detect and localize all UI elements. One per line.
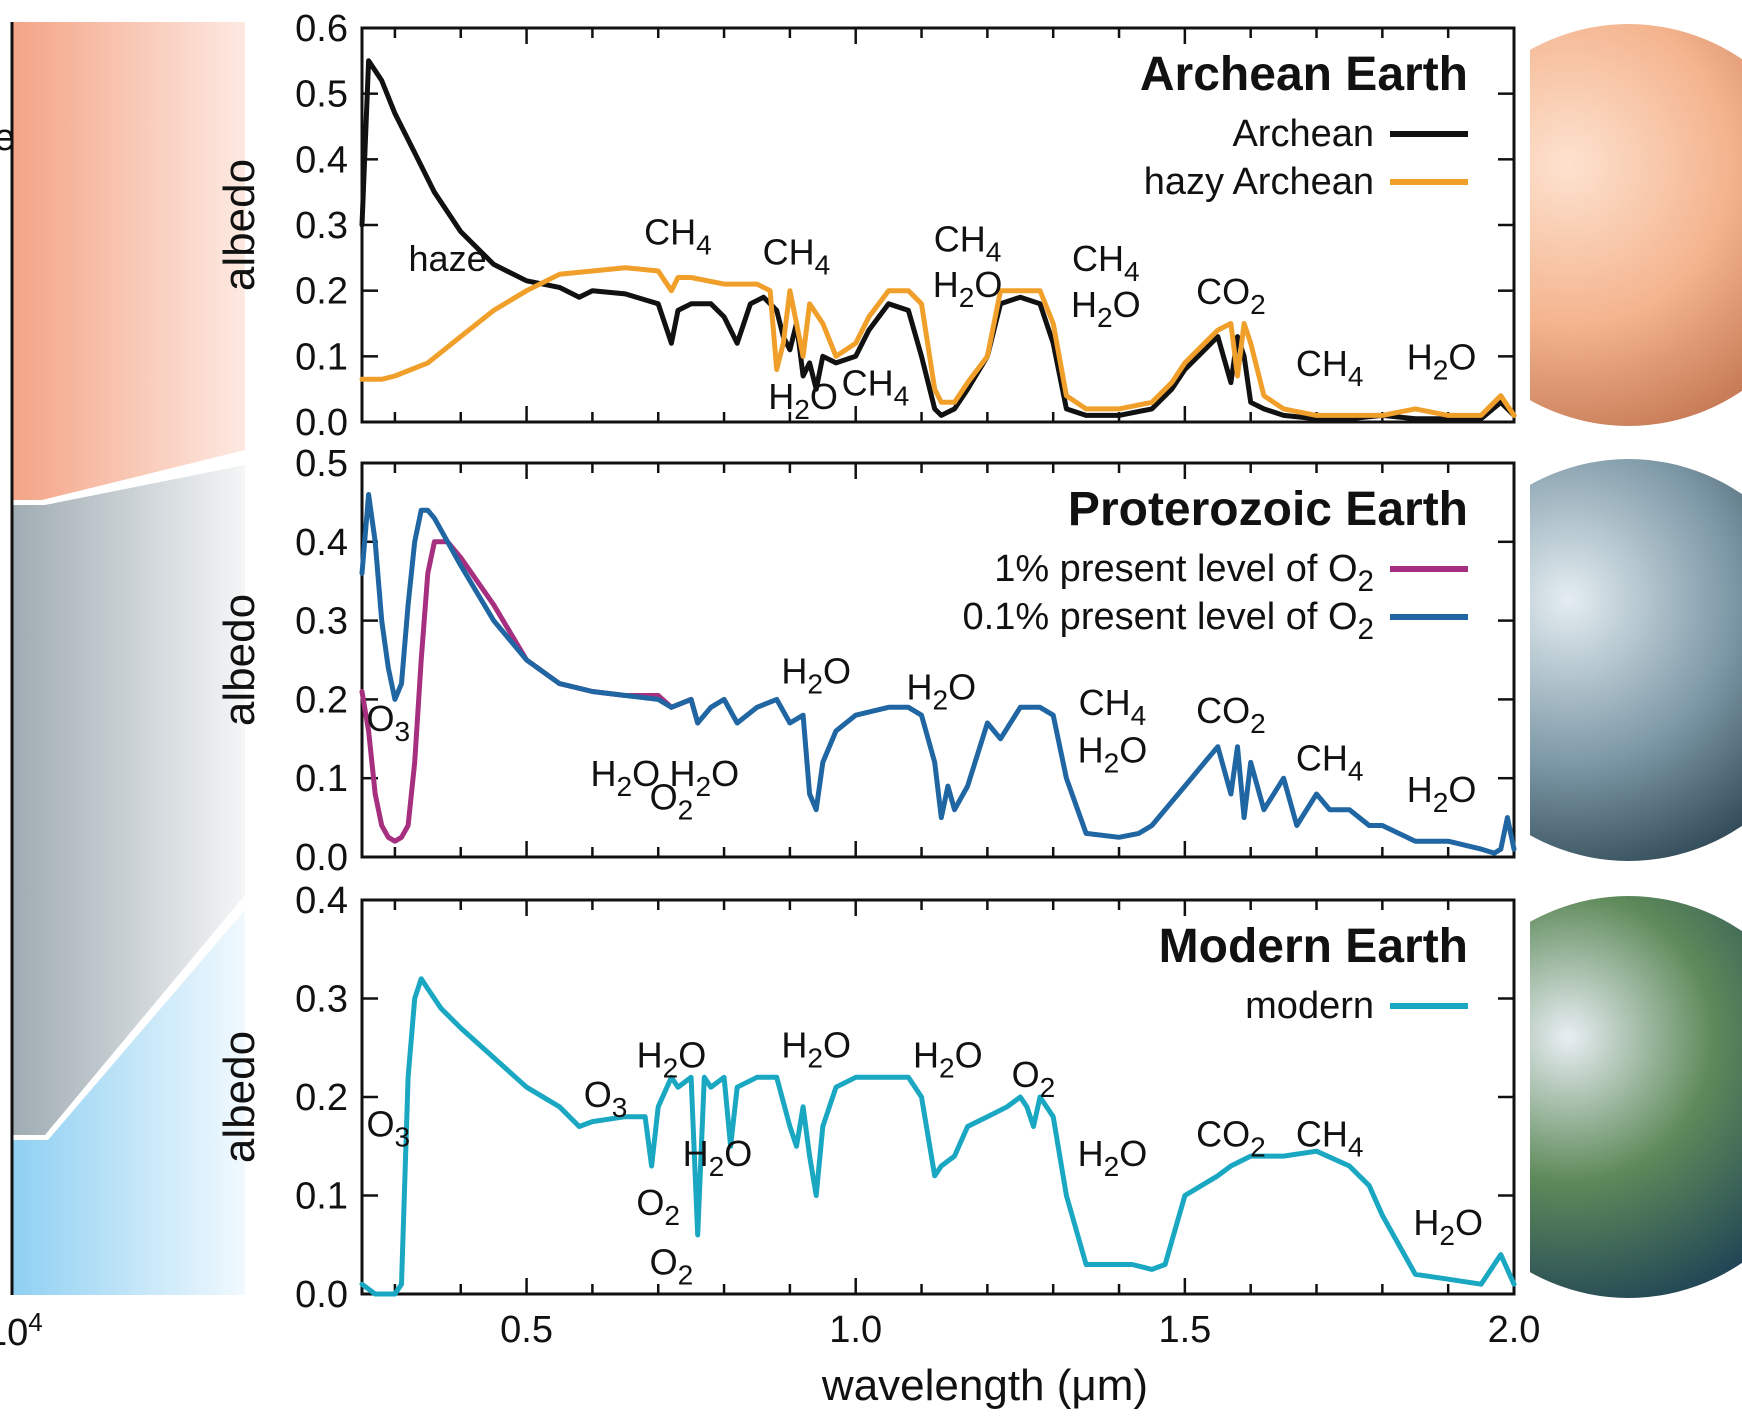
absorption-label: CO2 (1196, 690, 1266, 739)
absorption-label: CO2 (1196, 271, 1266, 320)
y-tick-label: 0.3 (295, 979, 348, 1021)
absorption-label: H2O (781, 651, 851, 700)
absorption-label: O2 (636, 1182, 680, 1231)
y-tick-label: 0.2 (295, 271, 348, 313)
y-tick-label: 0.4 (295, 880, 348, 922)
y-axis-title: albedo (215, 159, 264, 291)
y-tick-label: 0.0 (295, 837, 348, 879)
modern-planet (1530, 896, 1742, 1298)
x-axis: 0.5 1.0 1.5 2.0 (500, 1309, 1540, 1351)
legend-label: modern (1245, 985, 1374, 1027)
absorption-label: CH4 (644, 212, 712, 261)
archean-band (12, 22, 245, 500)
legend-label: 1% present level of O2 (994, 548, 1374, 598)
panel-title: Archean Earth (1140, 48, 1468, 101)
series-line-hazy-archean (359, 265, 1517, 418)
absorption-label: H2O (590, 753, 660, 802)
absorption-label: H2O (683, 1133, 753, 1182)
absorption-label: O3 (584, 1074, 628, 1123)
legend-label: 0.1% present level of O2 (963, 596, 1374, 646)
absorption-label: CO2 (1196, 1113, 1266, 1162)
absorption-label: H2O (669, 753, 739, 802)
panel-1: 0.0 0.1 0.2 0.3 0.4 0.5 0.6 albedo Archean Earth… (215, 8, 1742, 444)
y-tick-label: 0.4 (295, 522, 348, 564)
y-tick-label: 0.1 (295, 758, 348, 800)
archean-planet-disc (1530, 24, 1742, 426)
absorption-label: H2O (1078, 729, 1148, 778)
absorption-label: O3 (367, 698, 411, 747)
y-tick-label: 0.5 (295, 74, 348, 116)
x-tick-label: 1.5 (1158, 1309, 1211, 1351)
series-line-archean (359, 58, 1517, 422)
absorption-label: CH4 (1072, 238, 1140, 287)
absorption-label: CH4 (1296, 737, 1364, 786)
y-tick-label: 0.3 (295, 205, 348, 247)
panel-title: Modern Earth (1159, 920, 1468, 973)
series-line-0-1-present-level-of-o2 (359, 492, 1517, 856)
x-tick-label: 1.0 (829, 1309, 882, 1351)
absorption-label: H2O (637, 1034, 707, 1083)
x-tick-label: 2.0 (1488, 1309, 1541, 1351)
x-axis-title: wavelength (μm) (821, 1361, 1148, 1410)
absorption-label: H2O (933, 264, 1003, 313)
modern-band (12, 910, 245, 1295)
proterozoic-planet-disc (1530, 459, 1742, 861)
proterozoic-band (12, 465, 245, 1135)
absorption-label: O2 (650, 1241, 694, 1290)
y-tick-label: 0.2 (295, 1077, 348, 1119)
absorption-label: H2O (1407, 769, 1477, 818)
panels: 0.0 0.1 0.2 0.3 0.4 0.5 0.6 albedo Archean Earth… (215, 8, 1742, 1316)
absorption-label: O2 (650, 777, 694, 826)
panel-title: Proterozoic Earth (1068, 483, 1468, 536)
absorption-label: CH4 (1079, 682, 1147, 731)
absorption-label: haze (409, 238, 487, 279)
y-tick-label: 0.0 (295, 402, 348, 444)
panel-2: 0.0 0.1 0.2 0.3 0.4 0.5 albedo Proterozoic Eart… (215, 443, 1742, 879)
plot-frame (360, 461, 1516, 859)
x-tick-label: 0.5 (500, 1309, 553, 1351)
y-axis-title: albedo (215, 594, 264, 726)
panel-3: 0.0 0.1 0.2 0.3 0.4 albedo Modern Earth modern O… (215, 880, 1742, 1316)
y-tick-label: 0.1 (295, 1176, 348, 1218)
absorption-label: H2O (1413, 1202, 1483, 1251)
absorption-label: CH4 (1296, 1113, 1364, 1162)
y-tick-label: 0.2 (295, 679, 348, 721)
absorption-label: H2O (768, 376, 838, 425)
y-tick-label: 0.6 (295, 8, 348, 50)
timeline-cut-glyph: e (0, 117, 15, 159)
absorption-label: O2 (1012, 1054, 1056, 1103)
y-tick-label: 0.3 (295, 601, 348, 643)
absorption-label: H2O (1078, 1133, 1148, 1182)
y-axis-title: albedo (215, 1031, 264, 1163)
absorption-label: H2O (1071, 284, 1141, 333)
timeline-tick-label: 104 (0, 1307, 43, 1354)
absorption-label: H2O (906, 666, 976, 715)
y-tick-label: 0.1 (295, 336, 348, 378)
y-tick-label: 0.0 (295, 1274, 348, 1316)
absorption-label: CH4 (934, 218, 1002, 267)
y-tick-label: 0.4 (295, 139, 348, 181)
side-timeline: e 104 (0, 22, 245, 1354)
proterozoic-planet (1530, 459, 1742, 861)
absorption-label: H2O (913, 1034, 983, 1083)
absorption-label: CH4 (763, 231, 831, 280)
absorption-label: CH4 (1296, 343, 1364, 392)
legend-label: hazy Archean (1144, 161, 1374, 203)
absorption-label: CH4 (842, 363, 910, 412)
absorption-label: H2O (1407, 336, 1477, 385)
y-tick-label: 0.5 (295, 443, 348, 485)
series-line-modern (359, 976, 1517, 1297)
legend-label: Archean (1232, 113, 1374, 155)
archean-planet (1530, 24, 1742, 426)
absorption-label: H2O (781, 1025, 851, 1074)
absorption-label: O3 (367, 1103, 411, 1152)
modern-planet-disc (1530, 896, 1742, 1298)
